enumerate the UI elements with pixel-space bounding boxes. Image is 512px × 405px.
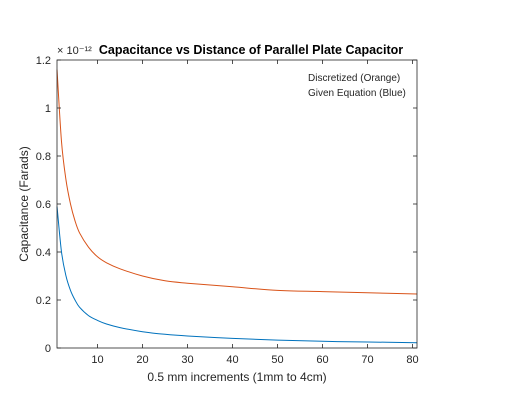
legend-line-1: Discretized (Orange) xyxy=(308,73,400,84)
x-tick-label: 60 xyxy=(316,354,328,366)
legend-line-2: Given Equation (Blue) xyxy=(308,88,406,99)
x-tick-label: 70 xyxy=(361,354,373,366)
x-tick-label: 40 xyxy=(226,354,238,366)
x-tick-label: 80 xyxy=(406,354,418,366)
y-multiplier: × 10⁻¹² xyxy=(57,45,92,57)
y-axis-label: Capacitance (Farads) xyxy=(17,146,31,261)
tick-layer: 10 20 30 40 50 60 70 80 0 0.2 0.4 0.6 0.8 1 1.2 xyxy=(36,55,419,366)
x-tick-label: 50 xyxy=(271,354,283,366)
y-tick-label: 1 xyxy=(45,103,51,115)
y-tick-label: 0 xyxy=(45,343,51,355)
y-tick-label: 0.8 xyxy=(36,151,51,163)
y-tick-label: 0.2 xyxy=(36,295,51,307)
series-layer xyxy=(56,69,418,344)
x-tick-label: 10 xyxy=(91,354,103,366)
y-tick-label: 0.4 xyxy=(36,247,51,259)
y-tick-label: 0.6 xyxy=(36,199,51,211)
x-axis-label: 0.5 mm increments (1mm to 4cm) xyxy=(147,370,326,384)
x-tick-label: 20 xyxy=(136,354,148,366)
plot-area xyxy=(57,60,417,348)
x-tick-label: 30 xyxy=(181,354,193,366)
series-line-orange xyxy=(56,69,418,295)
y-tick-label: 1.2 xyxy=(36,55,51,67)
chart-title: Capacitance vs Distance of Parallel Plat… xyxy=(99,43,403,57)
series-line-blue xyxy=(56,206,418,344)
